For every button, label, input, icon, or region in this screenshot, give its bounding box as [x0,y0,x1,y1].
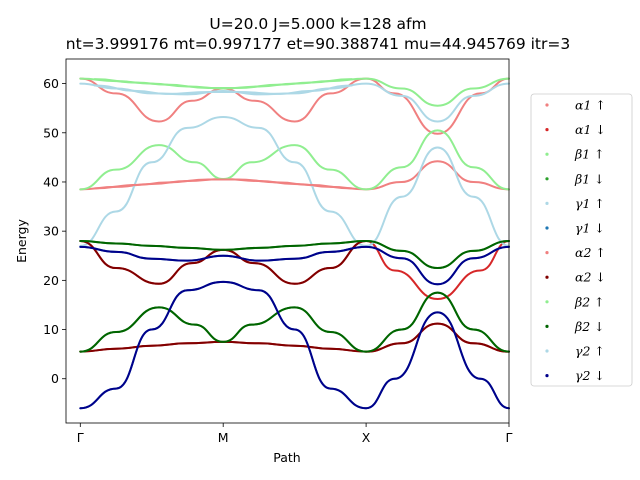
legend-label: β1 ↓ [574,171,605,186]
series-α2 ↑ [93,178,353,190]
legend-label: γ2 ↓ [575,368,605,383]
y-tick-label: 60 [43,76,59,91]
band-line [79,129,510,191]
band-line [93,84,353,95]
legend-marker [545,349,549,353]
legend: α1 ↑ α1 ↓ β1 ↑ β1 ↓ γ1 ↑ γ1 ↓ α2 ↑ α2 ↓ β2 ↑ β2 ↓… [530,93,633,387]
series-γ2 ↑ [93,84,353,95]
band-line [79,239,510,270]
y-tick-label: 40 [43,174,59,189]
band-curves [79,77,510,410]
band-line [79,280,510,410]
y-tick-label: 30 [43,224,59,239]
legend-label: α2 ↑ [575,245,606,260]
legend-frame [530,93,633,387]
legend-marker [545,374,549,378]
legend-label: α1 ↓ [575,122,606,137]
band-line [79,291,510,353]
legend-label: β2 ↓ [574,319,605,334]
band-line [79,245,510,286]
legend-marker [545,201,549,205]
legend-label: γ1 ↑ [575,196,605,211]
x-tick-label: Γ [506,430,513,445]
legend-marker [545,152,549,156]
series-β2 ↓ [79,239,510,353]
band-line [79,322,510,353]
legend-marker [545,275,549,279]
legend-items: α1 ↑ α1 ↓ β1 ↑ β1 ↓ γ1 ↑ γ1 ↓ α2 ↑ α2 ↓ β2 ↑ β2 ↓… [545,98,606,383]
legend-marker [545,103,549,107]
legend-marker [545,300,549,304]
y-tick-label: 0 [51,371,59,386]
legend-marker [545,226,549,230]
x-axis-label: Path [273,450,300,465]
plot-area [65,58,510,424]
y-tick-label: 20 [43,273,59,288]
chart-title-line-2: nt=3.999176 mt=0.997177 et=90.388741 mu=… [66,35,570,53]
y-tick-label: 50 [43,125,59,140]
band-line [93,178,353,190]
legend-label: α2 ↓ [575,270,606,285]
legend-label: α1 ↑ [575,98,606,113]
legend-marker [545,324,549,328]
x-tick-label: M [218,430,229,445]
legend-marker [545,251,549,255]
legend-label: γ2 ↑ [575,344,605,359]
band-line [79,116,510,247]
legend-marker [545,177,549,181]
band-line [79,77,510,135]
y-axis-ticks: 0 10 20 30 40 50 60 [43,76,66,386]
x-tick-label: X [362,430,371,445]
chart-title-line-1: U=20.0 J=5.000 k=128 afm [209,15,426,33]
x-tick-label: Γ [77,430,84,445]
series-γ2 ↓ [79,245,510,410]
legend-marker [545,128,549,132]
legend-label: γ1 ↓ [575,221,605,236]
y-axis-label: Energy [14,219,29,263]
band-line [93,78,353,90]
legend-label: β2 ↑ [574,294,605,309]
legend-label: β1 ↑ [574,147,605,162]
y-tick-label: 10 [43,322,59,337]
series-β2 ↑ [93,78,353,90]
axes-frame [65,58,510,424]
